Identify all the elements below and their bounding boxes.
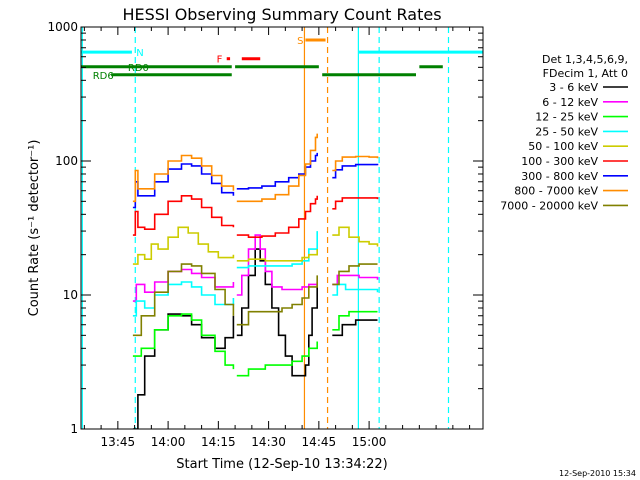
x-tick-label: 14:15 <box>201 435 236 449</box>
legend-label: 50 - 100 keV <box>528 140 598 153</box>
flag-label: RD0 <box>128 63 149 74</box>
legend-label: 6 - 12 keV <box>542 96 598 109</box>
y-tick-label: 1 <box>70 422 78 436</box>
flag-label: S <box>297 36 303 47</box>
x-tick-label: 14:45 <box>302 435 337 449</box>
legend-label: 7000 - 20000 keV <box>500 199 598 212</box>
chart-title: HESSI Observing Summary Count Rates <box>122 5 441 24</box>
series-line <box>132 226 379 265</box>
series-line <box>132 195 379 238</box>
legend: Det 1,3,4,5,6,9,FDecim 1, Att 03 - 6 keV… <box>500 53 628 212</box>
y-tick-label: 1000 <box>47 20 78 34</box>
flag-label: F <box>217 55 223 66</box>
y-tick-label: 10 <box>63 288 78 302</box>
legend-label: 3 - 6 keV <box>549 81 598 94</box>
series-line <box>132 231 379 317</box>
legend-header: Det 1,3,4,5,6,9, <box>542 53 628 66</box>
series-line <box>132 263 378 337</box>
timestamp: 12-Sep-2010 15:34 <box>559 469 636 478</box>
y-tick-label: 100 <box>55 154 78 168</box>
x-tick-label: 15:00 <box>352 435 387 449</box>
x-axis-label: Start Time (12-Sep-10 13:34:22) <box>176 457 387 472</box>
x-tick-label: 13:45 <box>101 435 136 449</box>
series-line <box>132 310 378 377</box>
x-tick-label: 14:00 <box>151 435 186 449</box>
flag-label: RD6 <box>93 71 114 82</box>
plot-frame <box>80 26 484 430</box>
flag-label: N <box>136 48 143 59</box>
x-tick-label: 14:30 <box>251 435 286 449</box>
legend-label: 100 - 300 keV <box>521 155 598 168</box>
legend-label: 12 - 25 keV <box>535 111 598 124</box>
legend-header: FDecim 1, Att 0 <box>543 67 628 80</box>
legend-label: 25 - 50 keV <box>535 125 598 138</box>
legend-label: 300 - 800 keV <box>521 170 598 183</box>
series-line <box>132 133 379 203</box>
y-axis-label: Count Rate (s⁻¹ detector⁻¹) <box>27 140 42 317</box>
legend-label: 800 - 7000 keV <box>514 185 598 198</box>
